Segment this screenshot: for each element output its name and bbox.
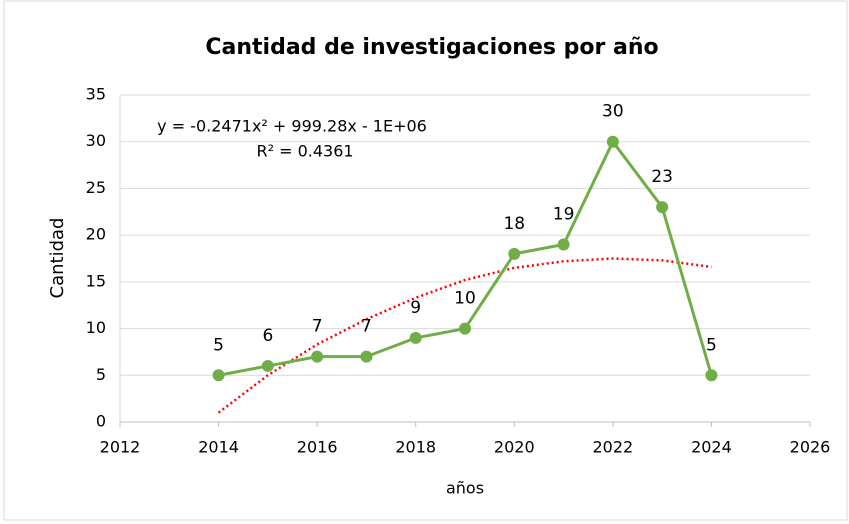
x-tick-label: 2026 — [790, 438, 831, 457]
data-label: 5 — [213, 335, 224, 355]
x-tick-label: 2014 — [198, 438, 239, 457]
y-tick-label: 30 — [86, 131, 106, 150]
marker — [606, 135, 619, 148]
trendline-r2: R² = 0.4361 — [256, 142, 353, 161]
chart-title: Cantidad de investigaciones por año — [205, 35, 658, 60]
x-axis-label: años — [446, 479, 484, 498]
y-tick-label: 0 — [96, 412, 106, 431]
marker — [656, 201, 669, 214]
trendline-equation: y = -0.2471x² + 999.28x - 1E+06 — [157, 117, 427, 136]
data-label: 10 — [454, 289, 476, 309]
x-tick-label: 2012 — [100, 438, 141, 457]
data-label: 30 — [602, 102, 624, 122]
trendline — [217, 257, 712, 414]
y-tick-label: 15 — [86, 271, 106, 290]
x-tick-label: 2024 — [691, 438, 732, 457]
data-label: 9 — [410, 298, 421, 318]
marker — [705, 369, 718, 382]
data-label: 7 — [312, 317, 323, 337]
data-label: 23 — [651, 167, 673, 187]
x-tick-label: 2020 — [494, 438, 535, 457]
data-label: 7 — [361, 317, 372, 337]
y-tick-label: 10 — [86, 318, 106, 337]
data-label: 19 — [553, 204, 575, 224]
marker — [508, 247, 521, 260]
x-tick-label: 2016 — [297, 438, 338, 457]
y-axis-label: Cantidad — [47, 218, 68, 299]
y-tick-label: 20 — [86, 225, 106, 244]
y-tick-label: 25 — [86, 178, 106, 197]
data-label: 18 — [503, 214, 525, 234]
marker — [459, 322, 471, 335]
data-label: 5 — [706, 335, 717, 355]
marker — [557, 238, 570, 251]
marker — [409, 331, 422, 344]
marker — [261, 359, 274, 372]
marker — [360, 350, 373, 363]
marker — [311, 350, 324, 363]
data-label: 6 — [262, 326, 273, 346]
y-tick-label: 5 — [96, 365, 106, 384]
x-tick-label: 2022 — [592, 438, 633, 457]
y-tick-label: 35 — [86, 85, 106, 104]
chart-frame — [3, 0, 848, 521]
marker — [212, 369, 225, 382]
x-tick-label: 2018 — [395, 438, 436, 457]
